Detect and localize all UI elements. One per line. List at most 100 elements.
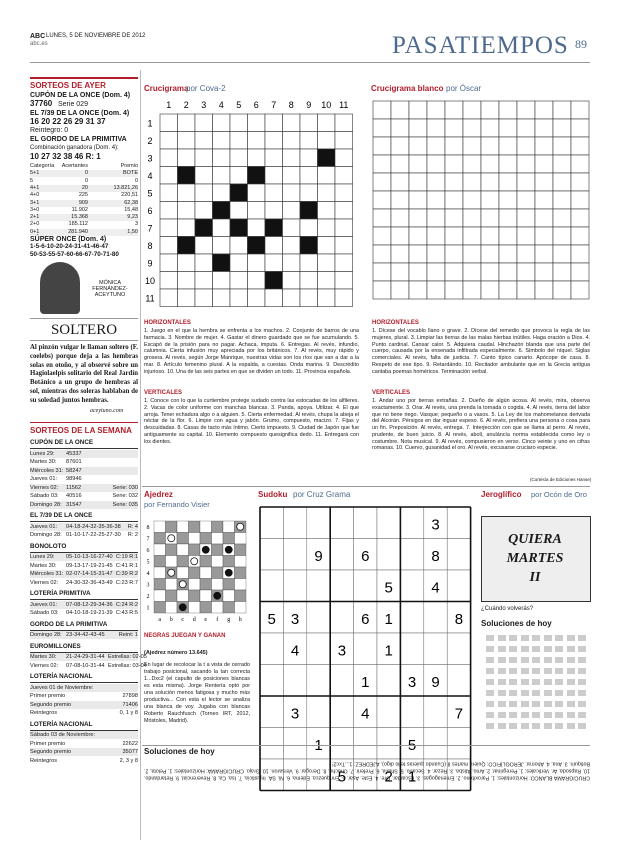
cell — [444, 244, 464, 264]
cell — [283, 506, 308, 539]
cell — [353, 727, 378, 760]
row-bg — [30, 553, 138, 562]
square — [222, 520, 235, 533]
clue-text: 1. Andar uno por tierras extrañas. 2. Du… — [372, 398, 590, 452]
square — [199, 532, 212, 545]
solutions-title: Soluciones de hoy — [144, 747, 215, 756]
solution-cell — [497, 646, 506, 652]
cell: Serie: 035 — [112, 501, 139, 508]
square — [199, 566, 212, 579]
solution-cell — [509, 712, 517, 718]
cell — [534, 100, 554, 120]
square — [153, 578, 166, 591]
solution-cell — [532, 701, 540, 707]
number: 37760 — [30, 99, 53, 108]
column-rule — [140, 70, 141, 840]
cell — [306, 569, 331, 602]
clue-heading: HORIZONTALES — [372, 320, 419, 326]
cell — [480, 280, 500, 300]
cell — [317, 218, 336, 237]
cell: Domingo 28: — [30, 532, 62, 538]
subheading: EL GORDO DE LA PRIMITIVA — [30, 136, 127, 143]
cell — [400, 695, 425, 728]
cell — [194, 236, 213, 255]
solution-cell — [555, 668, 563, 674]
cell: 0, 1 y 8 — [119, 710, 138, 716]
cell — [498, 208, 518, 228]
cell — [229, 166, 248, 185]
heading: SORTEOS DE LA SEMANA — [30, 426, 132, 435]
cell — [264, 183, 283, 202]
cell — [408, 154, 428, 174]
cell: Categoría — [30, 163, 55, 169]
row-number: 2 — [147, 136, 152, 146]
cell — [177, 271, 196, 290]
file-label: f — [216, 616, 218, 623]
col-number: 10 — [321, 100, 331, 110]
cell — [264, 113, 283, 132]
subheading: EL 7/39 DE LA ONCE — [30, 512, 93, 519]
solution-cell — [509, 701, 517, 707]
cell — [306, 601, 331, 634]
cell — [446, 538, 471, 571]
given: 3 — [291, 706, 299, 723]
row-bg — [30, 731, 138, 740]
rule — [142, 745, 590, 746]
square — [222, 555, 235, 568]
cell: 02-07-14-15-31-47 — [66, 571, 113, 577]
cell — [247, 183, 266, 202]
row-bg — [30, 570, 138, 579]
cell — [390, 118, 410, 138]
col-number: 7 — [271, 100, 276, 110]
cell — [212, 218, 231, 237]
grid — [372, 100, 590, 300]
cell — [408, 226, 428, 246]
cell — [480, 190, 500, 210]
square — [153, 543, 166, 556]
solution-cell — [509, 646, 517, 652]
credit: (Cortesía de Ediciones Hanse) — [530, 477, 592, 482]
cell — [426, 118, 446, 138]
cell — [480, 136, 500, 156]
cell — [462, 136, 482, 156]
cell: 0 — [84, 177, 88, 184]
rule — [30, 599, 138, 600]
cell — [400, 506, 425, 539]
cell — [282, 148, 301, 167]
cell — [534, 208, 554, 228]
cell — [376, 664, 401, 697]
square — [165, 543, 178, 556]
cell: 40516 — [66, 493, 82, 499]
square — [165, 578, 178, 591]
cell — [446, 664, 471, 697]
solution-cell — [520, 646, 529, 652]
rule — [142, 486, 590, 487]
given: 5 — [338, 769, 346, 786]
row-number: 7 — [147, 223, 152, 233]
square — [222, 578, 235, 591]
cell: 1,50 — [127, 228, 138, 235]
solution-cell — [532, 668, 540, 674]
cell — [552, 262, 572, 282]
cell — [498, 226, 518, 246]
piece — [236, 522, 245, 531]
cell — [534, 226, 554, 246]
cell: Jueves 01: — [30, 523, 58, 530]
cell: 22622 — [122, 740, 138, 747]
cell — [423, 695, 448, 728]
cell — [423, 727, 448, 760]
cell: R: 4 — [127, 523, 138, 530]
solution-cell — [509, 657, 517, 663]
cell — [334, 148, 353, 167]
signature: aceytuno.com — [90, 408, 124, 414]
cell — [534, 280, 554, 300]
cell — [259, 506, 284, 539]
square — [188, 601, 201, 614]
clue-heading: VERTICALES — [144, 390, 183, 396]
date: LUNES, 5 DE NOVIEMBRE DE 2012 — [46, 33, 146, 39]
cell: 0 — [134, 177, 138, 184]
cell — [462, 208, 482, 228]
cell: Estrellas: 03-04 — [108, 662, 147, 669]
square — [188, 566, 201, 579]
